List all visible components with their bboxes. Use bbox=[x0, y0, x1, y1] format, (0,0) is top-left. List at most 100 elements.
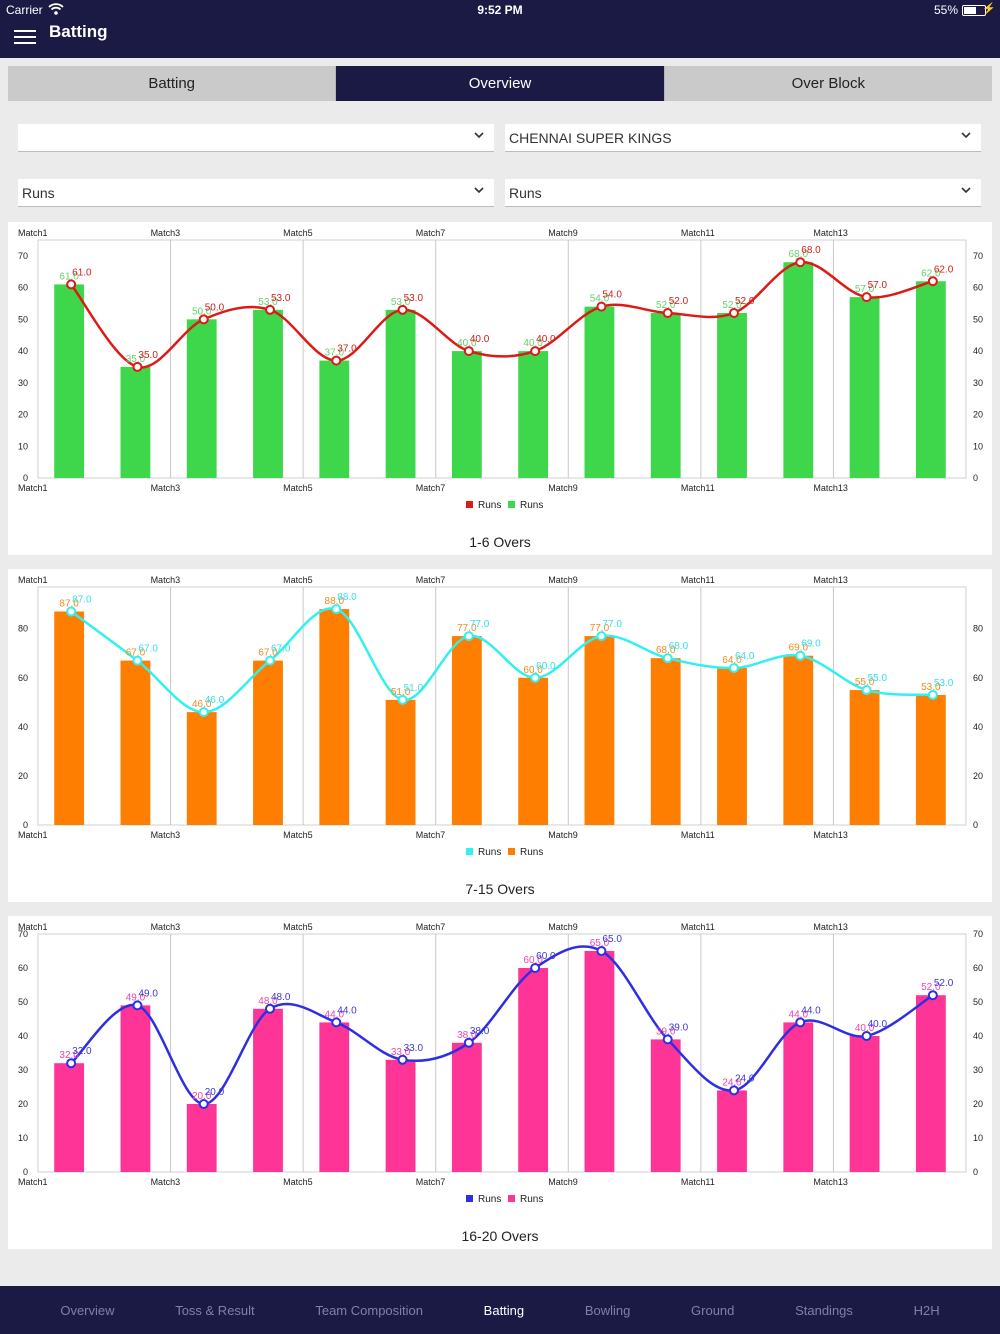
line-data-label: 44.0 bbox=[801, 1005, 821, 1016]
x-tick-label-top: Match7 bbox=[416, 922, 446, 932]
x-tick-label: Match5 bbox=[283, 830, 313, 840]
x-tick-label: Match1 bbox=[18, 830, 48, 840]
line-point bbox=[331, 355, 342, 366]
legend-swatch bbox=[466, 848, 473, 855]
bar bbox=[253, 309, 283, 478]
line-point bbox=[927, 990, 938, 1001]
segment-control: Batting Overview Over Block bbox=[8, 66, 992, 101]
tab-h2h[interactable]: H2H bbox=[913, 1302, 940, 1318]
line-data-label: 46.0 bbox=[205, 695, 225, 706]
x-tick-label-top: Match3 bbox=[151, 922, 181, 932]
y-tick-label-right: 40 bbox=[973, 722, 983, 732]
chevron-down-icon bbox=[961, 187, 971, 194]
x-tick-label: Match11 bbox=[681, 830, 715, 840]
y-tick-label-right: 80 bbox=[973, 624, 983, 634]
bar bbox=[584, 306, 615, 478]
bar-data-label: 68.0 bbox=[656, 645, 676, 656]
line-point bbox=[397, 694, 408, 705]
line-data-label: 32.0 bbox=[72, 1046, 92, 1057]
y-tick-label-left: 0 bbox=[23, 1167, 28, 1177]
line-data-label: 20.0 bbox=[205, 1087, 225, 1098]
y-tick-label-right: 70 bbox=[973, 251, 983, 261]
segment-batting[interactable]: Batting bbox=[8, 66, 337, 101]
bar bbox=[385, 1059, 416, 1172]
line-point bbox=[795, 1017, 806, 1028]
chart-1-6-overs: Match1 Match1 Match3 Match3 Match5 Match5 Matc… bbox=[18, 228, 983, 511]
bar bbox=[783, 262, 814, 478]
line-point bbox=[132, 1000, 143, 1011]
bar bbox=[54, 611, 85, 825]
metric-left-select[interactable]: Runs bbox=[18, 179, 494, 207]
nav-bar: Batting bbox=[0, 20, 1000, 58]
line-point bbox=[861, 1031, 872, 1041]
tab-bowling[interactable]: Bowling bbox=[584, 1302, 631, 1318]
bar-data-label: 54.0 bbox=[590, 294, 610, 305]
line-point bbox=[463, 346, 474, 357]
y-tick-label-left: 40 bbox=[18, 1031, 28, 1041]
bar bbox=[120, 366, 151, 478]
bar-data-label: 32.0 bbox=[59, 1050, 79, 1061]
team-left-select[interactable] bbox=[18, 124, 494, 152]
bar-data-label: 87.0 bbox=[59, 599, 79, 610]
y-tick-label-left: 60 bbox=[18, 963, 28, 973]
tab-batting[interactable]: Batting bbox=[483, 1302, 525, 1318]
line-point bbox=[596, 946, 607, 956]
legend-label: Runs bbox=[478, 500, 501, 511]
bar-data-label: 44.0 bbox=[325, 1009, 345, 1020]
bar-data-label: 61.0 bbox=[59, 271, 79, 282]
metric-right-select[interactable]: Runs bbox=[505, 179, 981, 207]
chevron-down-icon bbox=[474, 132, 484, 139]
line-point bbox=[795, 257, 806, 268]
y-tick-label-left: 20 bbox=[18, 771, 28, 781]
tab-ground[interactable]: Ground bbox=[691, 1302, 735, 1318]
wifi-icon bbox=[48, 3, 64, 15]
bar bbox=[451, 636, 482, 825]
tab-overview[interactable]: Overview bbox=[60, 1302, 115, 1318]
bar-data-label: 40.0 bbox=[523, 338, 543, 349]
segment-overview[interactable]: Overview bbox=[336, 66, 665, 101]
line-point bbox=[265, 655, 275, 666]
bar bbox=[186, 319, 217, 478]
line-data-label: 60.0 bbox=[536, 661, 556, 672]
line-point bbox=[331, 604, 342, 615]
metric-right-value: Runs bbox=[509, 184, 542, 201]
y-tick-label-left: 30 bbox=[18, 378, 28, 388]
segment-over-block[interactable]: Over Block bbox=[664, 66, 992, 101]
tab-standings[interactable]: Standings bbox=[795, 1302, 853, 1318]
y-tick-label-left: 80 bbox=[18, 624, 28, 634]
bar bbox=[915, 995, 946, 1172]
x-tick-label-top: Match11 bbox=[681, 575, 715, 585]
chart-16-20-overs: Match1 Match1 Match3 Match3 Match5 Match5 Matc… bbox=[18, 922, 983, 1205]
bar-data-label: 46.0 bbox=[192, 699, 212, 710]
x-tick-label-top: Match13 bbox=[813, 575, 848, 585]
x-tick-label-top: Match5 bbox=[283, 575, 313, 585]
y-tick-label-left: 70 bbox=[18, 251, 28, 261]
line-point bbox=[530, 963, 541, 973]
line-data-label: 60.0 bbox=[536, 951, 556, 962]
bar bbox=[451, 1042, 482, 1172]
team-right-select[interactable]: CHENNAI SUPER KINGS bbox=[505, 124, 981, 152]
bar bbox=[253, 660, 283, 825]
chart-title: 7-15 Overs bbox=[465, 881, 535, 897]
y-tick-label-right: 60 bbox=[973, 283, 983, 293]
line-data-label: 50.0 bbox=[205, 302, 225, 313]
line-data-label: 87.0 bbox=[72, 595, 92, 606]
x-tick-label: Match3 bbox=[151, 483, 181, 493]
bar bbox=[518, 351, 549, 478]
line-point bbox=[927, 276, 938, 287]
tab-toss-result[interactable]: Toss & Result bbox=[175, 1302, 255, 1318]
line-point bbox=[729, 1085, 739, 1096]
hamburger-menu-icon[interactable] bbox=[14, 26, 36, 48]
bar bbox=[451, 351, 482, 478]
metric-left-value: Runs bbox=[22, 184, 55, 201]
y-tick-label-right: 40 bbox=[973, 346, 983, 356]
line-point bbox=[66, 279, 77, 290]
line-data-label: 61.0 bbox=[72, 267, 92, 278]
line-data-label: 64.0 bbox=[735, 651, 755, 662]
tab-team-composition[interactable]: Team Composition bbox=[315, 1302, 423, 1318]
x-tick-label-top: Match1 bbox=[18, 575, 48, 585]
line-data-label: 77.0 bbox=[602, 619, 622, 630]
bar-data-label: 65.0 bbox=[590, 938, 610, 949]
chart-title: 1-6 Overs bbox=[469, 534, 531, 550]
x-tick-label: Match13 bbox=[813, 830, 848, 840]
